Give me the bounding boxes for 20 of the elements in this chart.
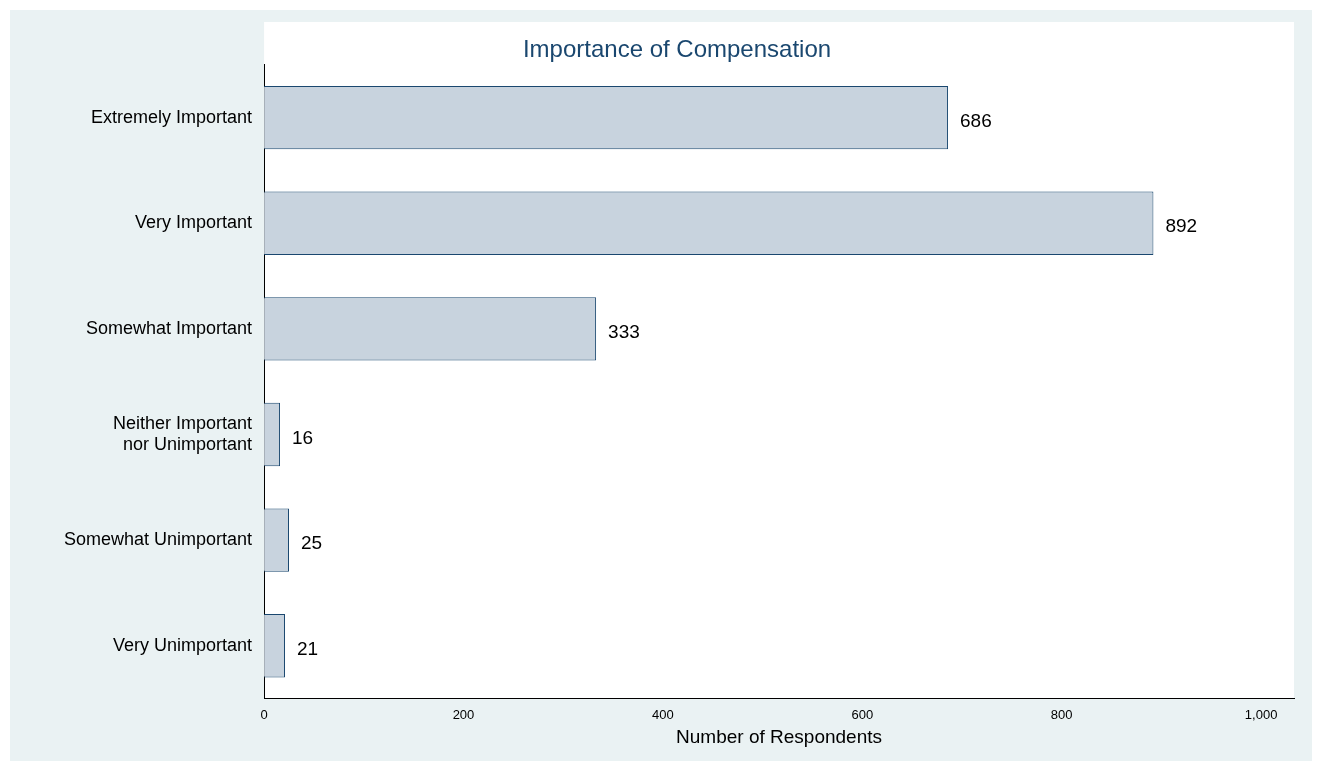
y-tick-label: Extremely Important xyxy=(91,106,253,127)
x-tick-label: 800 xyxy=(1050,706,1073,722)
data-label: 21 xyxy=(297,638,319,660)
x-axis-title: Number of Respondents xyxy=(676,725,883,747)
data-label: 16 xyxy=(292,426,314,448)
x-tick-label: 200 xyxy=(452,706,475,722)
x-tick-label: 0 xyxy=(260,706,268,722)
x-tick-label: 400 xyxy=(652,706,674,722)
x-tick-label: 1,000 xyxy=(1244,706,1278,722)
text: Importance of Compensation xyxy=(522,35,832,63)
y-tick-label: Somewhat Important xyxy=(86,317,253,338)
y-tick-label: Very Unimportant xyxy=(113,634,253,655)
y-tick-label: Neither Important nor Unimportant xyxy=(113,412,253,455)
data-label: 686 xyxy=(960,109,992,131)
y-tick-label: Somewhat Unimportant xyxy=(63,529,253,550)
data-label: 892 xyxy=(1165,215,1198,237)
x-tick-label: 600 xyxy=(851,706,874,722)
data-label: 333 xyxy=(608,321,640,343)
data-label: 25 xyxy=(301,532,323,554)
y-tick-label: Very Important xyxy=(135,212,253,233)
